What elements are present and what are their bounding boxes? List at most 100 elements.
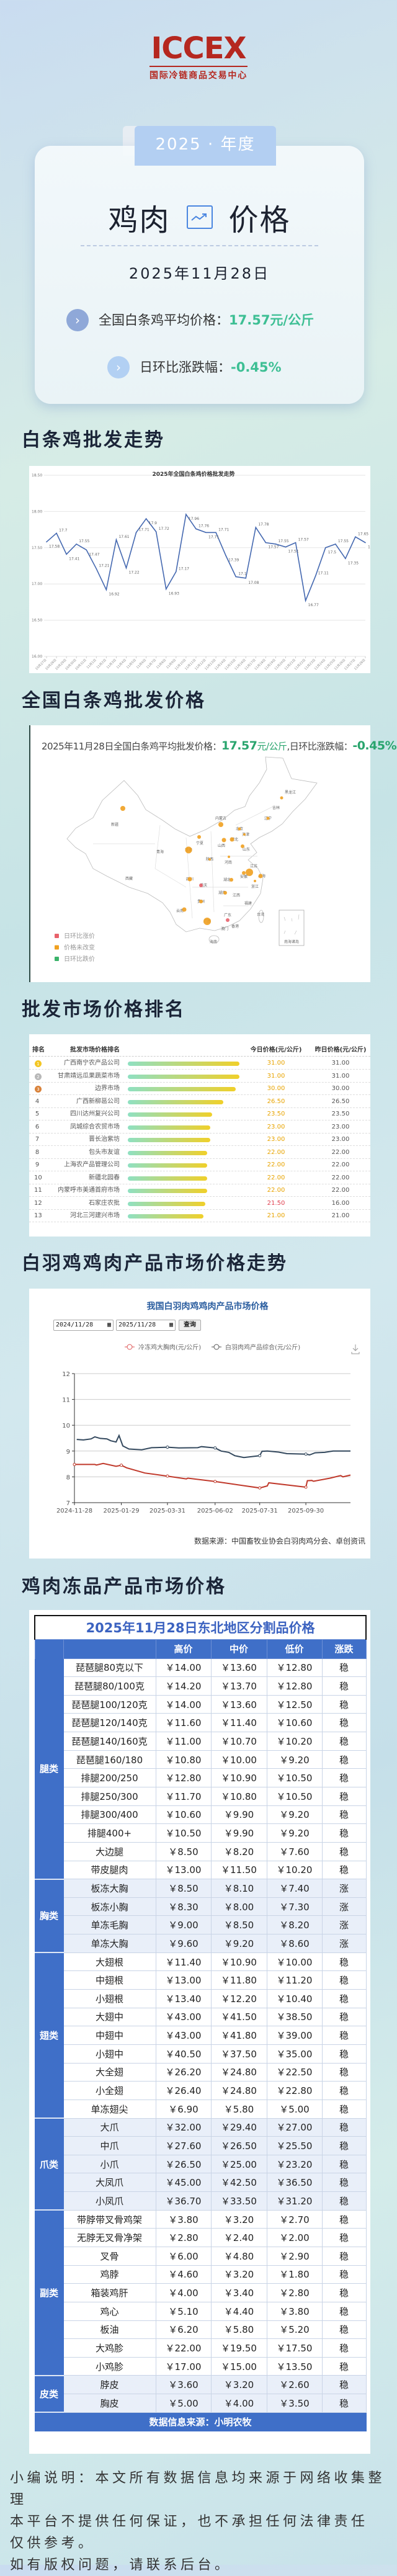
price-bar <box>128 1150 207 1155</box>
low-price: ￥22.80 <box>266 2081 323 2100</box>
data-source: 数据来源：中国畜牧业协会白羽肉鸡分会、卓创资讯 <box>194 1537 365 1545</box>
mid-price: ￥24.80 <box>210 2081 267 2100</box>
province-border <box>235 806 274 826</box>
market-name: 晋长治紫坊 <box>89 1136 120 1143</box>
headline-change: -0.45% <box>352 739 397 753</box>
data-point <box>176 571 177 573</box>
province-label: 江苏 <box>250 864 257 869</box>
province-label: 浙江 <box>251 884 259 889</box>
low-price: ￥38.50 <box>266 2007 323 2027</box>
today-price: 22.00 <box>267 1148 285 1156</box>
data-label: 17.57 <box>268 545 279 550</box>
legend-swatch <box>55 934 59 938</box>
market-name: 上海农产品管理公司 <box>64 1161 120 1168</box>
price-dot <box>280 796 283 800</box>
date-to-input[interactable]: 2025/11/28 ▦ <box>116 1320 176 1331</box>
logo: ICCEX 国际冷链商品交易中心 <box>0 32 397 81</box>
data-point <box>185 514 187 515</box>
logo-divider <box>149 66 248 67</box>
product-name: 带皮腿肉 <box>63 1860 156 1880</box>
table-row: 单冻翅尖 ￥6.90 ￥5.80 ￥5.00 稳 <box>35 2099 367 2119</box>
data-point <box>96 568 97 570</box>
rank: 4 <box>35 1098 40 1105</box>
legend-label: 白羽肉鸡产品综合(元/公斤) <box>225 1343 300 1351</box>
trend: 稳 <box>321 2394 367 2413</box>
legend-label: 冷冻鸡大胸肉(元/公斤) <box>138 1343 201 1351</box>
page-title: 鸡肉 价格 <box>35 200 364 238</box>
ranking-row: 5 四川达州复兴公司 23.50 23.50 <box>29 1108 370 1120</box>
high-price: ￥11.40 <box>155 1952 212 1972</box>
data-point <box>355 536 356 538</box>
low-price: ￥1.80 <box>266 2265 323 2284</box>
table-row: 带皮腿肉 ￥13.00 ￥11.50 ￥10.20 稳 <box>35 1860 367 1880</box>
table-row: 叉骨 ￥6.00 ￥4.80 ￥2.90 稳 <box>35 2247 367 2266</box>
price-dot <box>254 880 256 882</box>
price-bar <box>128 1163 207 1168</box>
chart-title: 我国白羽肉鸡鸡肉产品市场价格 <box>146 1302 269 1312</box>
product-name: 鸡心 <box>63 2301 156 2321</box>
product-name: 鸡脖 <box>63 2265 156 2284</box>
table-row: 爪类 大爪 ￥32.00 ￥29.40 ￥27.00 稳 <box>34 2118 367 2211</box>
download-icon[interactable] <box>351 1344 360 1354</box>
price-dot <box>218 822 223 827</box>
calendar-icon[interactable]: ▦ <box>169 1322 173 1328</box>
mid-price: ￥9.90 <box>210 1823 267 1843</box>
mid-price: ￥10.00 <box>210 1750 267 1769</box>
chart-title: 2025年全国白条鸡价格批发走势 <box>152 470 234 478</box>
trend: 稳 <box>321 2081 367 2100</box>
product-name: 板冻大胸 <box>63 1879 156 1898</box>
data-point <box>166 1446 169 1449</box>
data-label: 17.72 <box>159 527 169 531</box>
mid-price: ￥4.40 <box>210 2301 267 2321</box>
low-price: ￥10.00 <box>266 1952 323 1972</box>
y-tick-label: 16.00 <box>32 655 42 659</box>
mid-price: ￥3.40 <box>210 2283 267 2302</box>
low-price: ￥31.20 <box>266 2191 323 2211</box>
trend: 稳 <box>321 1750 367 1769</box>
table-header: 高价 中价 低价 涨跌 <box>34 1639 367 1659</box>
market-name: 四川达州复兴公司 <box>70 1111 120 1117</box>
high-price: ￥8.50 <box>155 1841 212 1861</box>
data-label: 17.17 <box>179 566 189 571</box>
trend: 涨 <box>321 1915 367 1935</box>
table-row: 排腿200/250 ￥12.80 ￥10.90 ￥10.50 稳 <box>35 1768 367 1787</box>
data-label: 17.9 <box>149 521 158 525</box>
data-point <box>115 539 117 540</box>
mid-price: ￥41.50 <box>210 2007 267 2027</box>
price-dot <box>203 918 211 925</box>
low-price: ￥35.00 <box>266 2044 323 2064</box>
price-bar <box>128 1062 239 1066</box>
trend: 稳 <box>321 1823 367 1843</box>
province-label: 新疆 <box>111 822 118 827</box>
price-dot <box>243 833 246 836</box>
product-name: 琵琶腿80/100克 <box>63 1676 156 1696</box>
query-button[interactable]: 查询 <box>179 1320 201 1331</box>
low-price: ￥8.60 <box>266 1934 323 1953</box>
ranking-header: 排名 批发市场价格排名 今日价格(元/公斤) 昨日价格(元/公斤) <box>29 1044 370 1057</box>
rank: 13 <box>34 1212 42 1219</box>
data-point <box>73 1462 76 1466</box>
ranking-row: 7 晋长治紫坊 23.00 23.00 <box>29 1134 370 1146</box>
low-price: ￥10.60 <box>266 1713 323 1733</box>
calendar-icon[interactable]: ▦ <box>107 1322 111 1328</box>
mid-price: ￥29.40 <box>210 2118 267 2137</box>
trend: 稳 <box>321 2320 367 2340</box>
data-point <box>258 1486 262 1490</box>
data-point <box>295 542 297 543</box>
x-tick-label: 2024-11-28 <box>56 1508 92 1514</box>
high-price: ￥6.00 <box>155 2247 212 2266</box>
product-name: 大翅中 <box>63 2007 156 2027</box>
province-label: 山东 <box>243 847 250 852</box>
date-from-input[interactable]: 2024/11/28 ▦ <box>53 1320 114 1331</box>
table-row: 副类 带脖带叉骨鸡架 ￥3.80 ￥3.20 ￥2.70 稳 <box>34 2209 367 2376</box>
data-point <box>304 1452 308 1456</box>
mid-price: ￥37.50 <box>210 2044 267 2064</box>
trend: 稳 <box>321 2228 367 2247</box>
data-label: 17.22 <box>129 571 140 575</box>
mid-price: ￥9.20 <box>210 1934 267 1953</box>
trend: 稳 <box>321 1989 367 2008</box>
province-label: 江西 <box>233 893 240 898</box>
table-row: 中翅根 ￥13.00 ￥11.80 ￥11.20 稳 <box>35 1970 367 1990</box>
table-row: 琵琶腿100/120克 ￥14.00 ￥13.60 ￥12.50 稳 <box>35 1694 367 1714</box>
today-price: 23.00 <box>267 1123 285 1130</box>
